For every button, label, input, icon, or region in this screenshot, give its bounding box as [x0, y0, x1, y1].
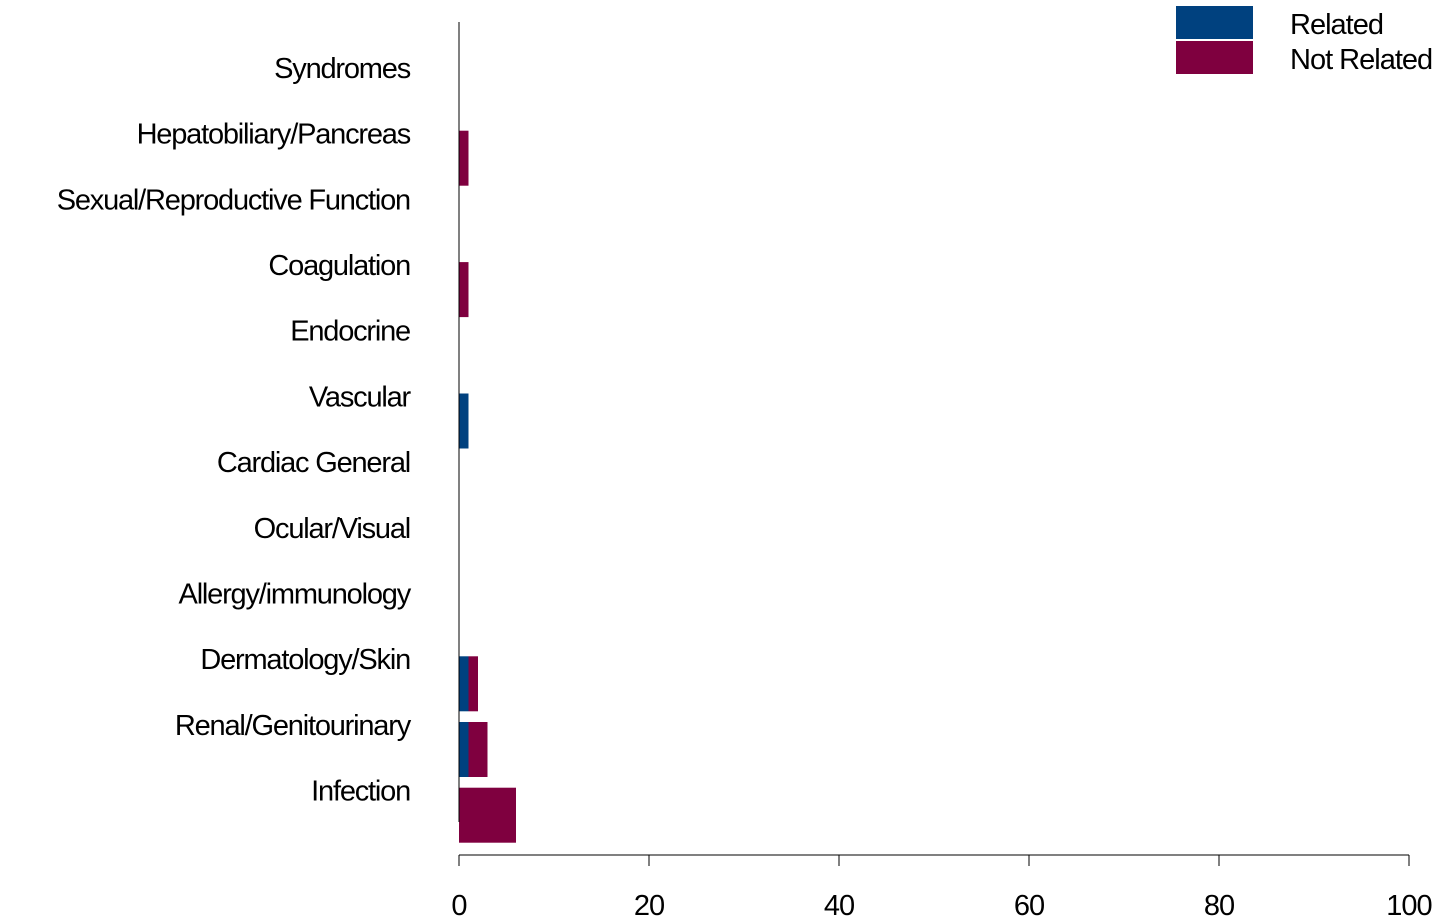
x-tick-label: 20	[634, 890, 664, 920]
x-axis-ticks: 0 20 40 60 80 100	[451, 855, 1433, 920]
bar-not-related	[468, 722, 488, 777]
category-label: Hepatobiliary/Pancreas	[137, 119, 411, 151]
legend-label-not-related: Not Related	[1290, 44, 1432, 76]
bar-related	[459, 656, 469, 712]
x-tick-label: 100	[1386, 890, 1431, 920]
x-tick-label: 40	[824, 890, 854, 920]
category-label: Dermatology/Skin	[200, 644, 410, 676]
category-label: Sexual/Reproductive Function	[57, 184, 410, 216]
legend-swatch-not-related	[1176, 41, 1253, 74]
bar-not-related	[468, 656, 478, 712]
x-tick-label: 0	[451, 890, 466, 920]
category-label: Syndromes	[274, 53, 411, 85]
bar-related	[459, 722, 469, 777]
x-tick-label: 60	[1014, 890, 1044, 920]
category-label: Allergy/immunology	[179, 578, 412, 610]
category-label: Infection	[311, 776, 410, 808]
legend-swatch-related	[1176, 6, 1253, 39]
legend-label-related: Related	[1290, 9, 1383, 41]
bar-not-related	[459, 262, 469, 318]
category-label: Ocular/Visual	[254, 513, 410, 545]
bar-not-related	[459, 130, 469, 186]
bar-not-related	[459, 787, 516, 843]
x-tick-label: 80	[1204, 890, 1234, 920]
category-label: Renal/Genitourinary	[175, 710, 412, 742]
bar-related	[459, 393, 469, 449]
category-label: Cardiac General	[217, 447, 410, 479]
bars	[459, 130, 516, 843]
category-label: Vascular	[309, 381, 412, 413]
category-label: Coagulation	[268, 250, 410, 282]
category-label: Endocrine	[290, 316, 410, 348]
category-labels: Syndromes Hepatobiliary/Pancreas Sexual/Re…	[57, 53, 413, 808]
